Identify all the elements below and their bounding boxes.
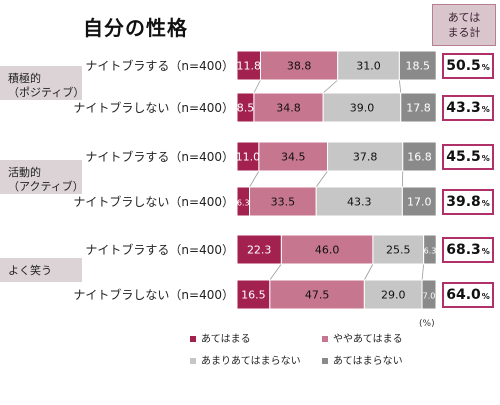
sum-unit: % xyxy=(481,199,490,208)
data-label: 34.8 xyxy=(276,102,301,115)
group-label-laugh: よく笑う xyxy=(0,258,82,282)
legend-label: あてはまらない xyxy=(333,356,403,367)
data-label: 38.8 xyxy=(287,60,312,73)
data-label: 7.0 xyxy=(423,292,436,301)
sum-value: 45.5 xyxy=(446,149,481,165)
data-label: 11.0 xyxy=(236,151,261,164)
bar-segment xyxy=(259,50,339,81)
connector-line xyxy=(269,263,282,281)
sum-value-box: 45.5% xyxy=(442,144,494,170)
sum-value: 39.8 xyxy=(446,194,481,210)
sum-column-header: あては まる計 xyxy=(432,4,496,46)
bar-segment xyxy=(421,279,437,310)
bar-segment xyxy=(401,186,437,217)
legend-swatch xyxy=(190,336,196,342)
sum-value-box: 68.3% xyxy=(442,237,494,263)
data-label: 11.8 xyxy=(236,60,261,73)
sum-value: 68.3 xyxy=(446,242,481,258)
data-label: 33.5 xyxy=(271,196,296,209)
bar-segment xyxy=(402,141,437,172)
bar-segment xyxy=(337,50,400,81)
connector-line xyxy=(315,170,328,188)
legend-label: あまりあてはまらない xyxy=(201,356,301,367)
bar-segment xyxy=(269,279,365,310)
data-label: 18.5 xyxy=(406,60,431,73)
data-label: 29.0 xyxy=(381,289,406,302)
connector-line xyxy=(249,170,260,188)
connector-line xyxy=(364,263,374,281)
row-label: ナイトブラしない（n=400） xyxy=(73,101,234,115)
bar-segment xyxy=(236,234,282,265)
data-label: 22.3 xyxy=(247,244,272,257)
data-label: 43.3 xyxy=(347,196,372,209)
bar-segment xyxy=(280,234,374,265)
bar-segment xyxy=(322,92,402,123)
legend-swatch xyxy=(190,358,196,364)
connector-line xyxy=(421,263,425,281)
bar-segment xyxy=(423,234,437,265)
data-label: 8.5 xyxy=(237,102,255,115)
sum-unit: % xyxy=(481,292,490,301)
sum-header-line-1: あては xyxy=(447,11,481,24)
data-label: 37.8 xyxy=(353,151,378,164)
legend: あてはまる ややあてはまる あまりあてはまらない あてはまらない xyxy=(190,334,430,370)
row-label: ナイトブラする（n=400） xyxy=(85,150,234,164)
data-label: 17.8 xyxy=(406,102,431,115)
legend-item: ややあてはまる xyxy=(322,334,403,346)
legend-swatch xyxy=(322,358,328,364)
sum-value: 50.5 xyxy=(446,58,481,74)
legend-item: あまりあてはまらない xyxy=(190,356,301,368)
sum-value-box: 64.0% xyxy=(442,282,494,308)
data-label: 16.8 xyxy=(407,151,432,164)
data-label: 31.0 xyxy=(356,60,381,73)
data-label: 25.5 xyxy=(386,244,411,257)
sum-unit: % xyxy=(481,154,490,163)
chart-title: 自分の性格 xyxy=(83,16,188,40)
bar-segment xyxy=(253,92,324,123)
data-label: 47.5 xyxy=(305,289,330,302)
sum-value-box: 50.5% xyxy=(442,53,494,79)
legend-label: ややあてはまる xyxy=(333,334,403,345)
group-label-active: 活動的 （アクティブ） xyxy=(0,160,84,194)
bar-segment xyxy=(400,92,437,123)
sum-value-box: 39.8% xyxy=(442,189,494,215)
unit-label: (%) xyxy=(419,319,435,329)
data-label: 6.3 xyxy=(237,199,250,208)
data-label: 16.5 xyxy=(241,289,266,302)
row-label: ナイトブラしない（n=400） xyxy=(73,195,234,209)
legend-item: あてはまる xyxy=(190,334,251,346)
bar-segment xyxy=(249,186,317,217)
connector-line xyxy=(322,79,338,94)
legend-item: あてはまらない xyxy=(322,356,403,368)
legend-label: あてはまる xyxy=(201,334,251,345)
sum-unit: % xyxy=(481,247,490,256)
sum-unit: % xyxy=(481,63,490,72)
legend-swatch xyxy=(322,336,328,342)
row-label: ナイトブラする（n=400） xyxy=(85,243,234,257)
data-label: 46.0 xyxy=(315,244,340,257)
sum-value: 64.0 xyxy=(446,287,481,303)
bar-segment xyxy=(372,234,425,265)
bar-segment xyxy=(327,141,404,172)
connector-line xyxy=(253,79,261,94)
data-label: 39.0 xyxy=(350,102,375,115)
sum-unit: % xyxy=(481,105,490,114)
sum-value-box: 43.3% xyxy=(442,95,494,121)
data-label: 6.3 xyxy=(424,247,437,256)
row-label: ナイトブラしない（n=400） xyxy=(73,288,234,302)
group-label-positive: 積極的 （ポジティブ） xyxy=(0,66,84,100)
bar-segment xyxy=(398,50,437,81)
bar-segment xyxy=(236,279,271,310)
bar-segment xyxy=(315,186,403,217)
sum-header-line-2: まる計 xyxy=(447,26,481,39)
sum-value: 43.3 xyxy=(446,100,481,116)
row-label: ナイトブラする（n=400） xyxy=(85,59,234,73)
data-label: 17.0 xyxy=(407,196,432,209)
data-label: 34.5 xyxy=(281,151,306,164)
bar-segment xyxy=(363,279,423,310)
connector-line xyxy=(398,79,402,94)
